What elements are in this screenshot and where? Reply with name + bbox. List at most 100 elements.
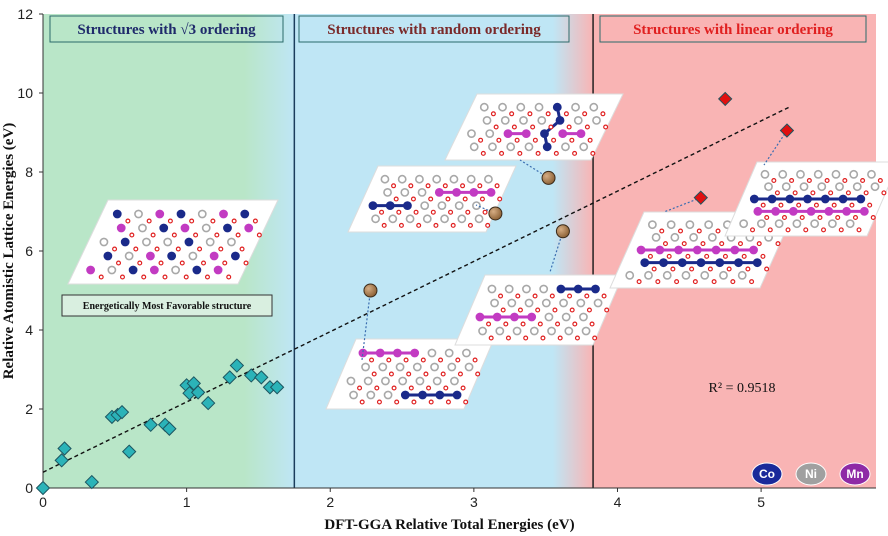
inset-random-3-atom <box>363 376 373 386</box>
y-tick-label: 8 <box>25 164 33 180</box>
inset-random-3-oxygen <box>426 385 432 391</box>
inset-linear-1-oxygen <box>707 266 713 272</box>
series-0-point-21 <box>269 380 285 395</box>
inset-random-2-oxygen <box>493 124 499 130</box>
x-tick-label: 1 <box>183 494 191 510</box>
inset-sqrt3-oxygen <box>179 260 185 266</box>
inset-random-2-atom <box>589 102 599 112</box>
inset-sqrt3-atom <box>197 209 207 219</box>
inset-random-2-oxygen <box>514 137 520 143</box>
inset-sqrt3-atom <box>163 237 173 247</box>
inset-random-3-oxygen <box>440 371 446 377</box>
inset-random-2-atom <box>479 102 489 112</box>
inset-random-3-oxygen <box>369 357 375 363</box>
inset-sqrt3-oxygen <box>239 246 245 252</box>
inset-random-3-atom <box>430 362 439 372</box>
inset-random-2-atom <box>488 142 497 152</box>
inset-sqrt3-oxygen <box>243 260 249 266</box>
inset-random-4-oxygen <box>540 335 546 341</box>
inset-random-3-atom <box>378 362 388 372</box>
inset-linear-1-atom <box>752 258 762 268</box>
inset-random-3-oxygen <box>457 371 463 377</box>
inset-random-2-atom <box>498 102 507 112</box>
series-0-point-6 <box>114 404 130 420</box>
inset-linear-2-atom <box>870 182 880 192</box>
inset-random-4-atom <box>591 284 600 294</box>
inset-sqrt3-atom <box>188 251 198 261</box>
inset-random-3-atom <box>361 362 370 372</box>
inset-random-1-atom <box>484 174 493 184</box>
inset-random-3-atom <box>358 348 368 358</box>
inset-random-3-oxygen <box>463 399 469 405</box>
inset-sqrt3-oxygen <box>119 274 125 280</box>
inset-linear-1-oxygen <box>685 253 691 259</box>
inset-random-2-oxygen <box>480 150 486 156</box>
inset-random-1-atom <box>397 174 407 184</box>
inset-linear-2-oxygen <box>792 190 798 196</box>
inset-random-4-atom <box>492 312 502 322</box>
inset-random-1-oxygen <box>465 209 471 215</box>
inset-random-4-atom <box>564 326 574 336</box>
inset-sqrt3-oxygen <box>98 274 104 280</box>
inset-sqrt3-atom <box>230 251 240 261</box>
inset-linear-2-oxygen <box>831 202 837 208</box>
inset-linear-2-oxygen <box>810 190 816 196</box>
inset-random-2-oxygen <box>499 150 505 156</box>
inset-random-1-atom <box>405 214 415 224</box>
inset-linear-1-atom <box>696 258 706 268</box>
inset-sqrt3-oxygen <box>231 218 237 224</box>
inset-random-2-oxygen <box>530 124 536 130</box>
y-tick-label: 4 <box>25 322 33 338</box>
inset-linear-1-oxygen <box>681 241 687 247</box>
inset-linear-1-atom <box>700 270 710 280</box>
inset-random-1-oxygen <box>433 222 439 228</box>
inset-linear-1-atom <box>655 245 665 255</box>
inset-random-1-oxygen <box>482 209 488 215</box>
inset-linear-1-oxygen <box>737 241 743 247</box>
inset-random-1-oxygen <box>467 222 473 228</box>
inset-linear-2-atom <box>859 206 869 216</box>
inset-random-1-atom <box>474 214 484 224</box>
inset-sqrt3-atom <box>240 209 250 219</box>
inset-random-4-oxygen <box>574 335 580 341</box>
inset-random-1-atom <box>457 214 467 224</box>
inset-random-2-atom <box>519 116 528 125</box>
inset-linear-1-atom <box>651 232 661 242</box>
inset-random-4-oxygen <box>601 293 607 299</box>
inset-linear-2-atom <box>810 219 820 229</box>
region-0-label-box <box>49 15 284 43</box>
inset-linear-2-atom <box>778 169 788 179</box>
inset-linear-1-oxygen <box>647 253 653 259</box>
series-0-point-18 <box>244 368 259 383</box>
series-2-point-1 <box>717 91 733 107</box>
inset-linear-2-oxygen <box>817 215 823 221</box>
series-0-point-16 <box>222 370 237 385</box>
series-0-point-3 <box>84 474 100 490</box>
inset-linear-2-oxygen <box>838 227 844 233</box>
inset-random-3-atom <box>450 376 459 386</box>
inset-linear-1-oxygen <box>775 241 781 247</box>
inset-random-4-atom <box>527 312 537 322</box>
inset-random-1-oxygen <box>391 183 397 189</box>
inset-sqrt3-atom <box>209 251 219 261</box>
inset-random-4-oxygen <box>592 335 598 341</box>
legend-mn-label: Mn <box>846 467 863 481</box>
inset-random-1-oxygen <box>494 183 500 189</box>
inset-linear-1-oxygen <box>704 253 710 259</box>
inset-sqrt3-oxygen <box>137 260 143 266</box>
inset-sqrt3-oxygen <box>204 274 210 280</box>
connector-3 <box>549 231 564 273</box>
inset-random-1-atom <box>420 201 430 210</box>
inset-linear-1-atom <box>711 245 721 255</box>
inset-linear-2-atom <box>845 219 855 229</box>
x-tick-label: 5 <box>757 494 765 510</box>
inset-random-1-oxygen <box>413 209 419 215</box>
inset-linear-2-atom <box>867 169 876 179</box>
inset-random-3-oxygen <box>460 385 466 391</box>
inset-random-2-oxygen <box>566 124 572 130</box>
inset-random-2-atom <box>571 102 580 112</box>
inset-random-2-atom <box>524 142 534 152</box>
trendline-group <box>42 106 791 473</box>
inset-linear-2-atom <box>799 182 809 192</box>
inset-random-3-atom <box>432 376 442 386</box>
